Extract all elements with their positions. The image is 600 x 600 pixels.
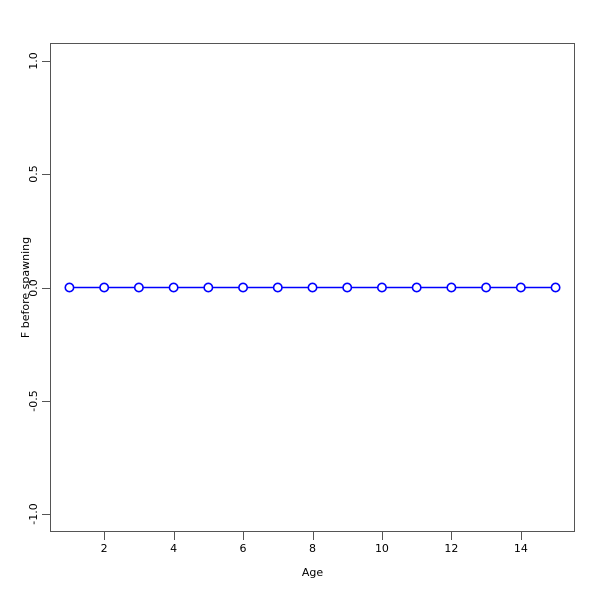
- data-point-marker: [238, 282, 249, 293]
- x-axis-title: Age: [301, 566, 324, 579]
- data-point-marker: [99, 282, 110, 293]
- data-point-marker: [203, 282, 214, 293]
- data-point-marker: [133, 282, 144, 293]
- data-point-marker: [481, 282, 492, 293]
- data-point-marker: [411, 282, 422, 293]
- data-point-marker: [515, 282, 526, 293]
- data-point-marker: [550, 282, 561, 293]
- y-tick-mark: [42, 287, 50, 289]
- x-tick-mark: [520, 532, 522, 540]
- x-tick-label: 8: [309, 542, 316, 555]
- data-point-marker: [307, 282, 318, 293]
- y-tick-mark: [42, 513, 50, 515]
- x-tick-mark: [312, 532, 314, 540]
- data-point-marker: [446, 282, 457, 293]
- y-tick-mark: [42, 400, 50, 402]
- x-tick-mark: [451, 532, 453, 540]
- y-tick-mark: [42, 61, 50, 63]
- x-tick-label: 12: [444, 542, 459, 555]
- data-point-marker: [342, 282, 353, 293]
- series-line-f-before-spawning: [64, 282, 561, 293]
- plot-canvas: [64, 282, 561, 293]
- x-tick-label: 10: [374, 542, 389, 555]
- x-tick-label: 6: [239, 542, 247, 555]
- x-tick-mark: [243, 532, 245, 540]
- x-tick-mark: [381, 532, 383, 540]
- data-point-marker: [376, 282, 387, 293]
- x-tick-label: 4: [170, 542, 178, 555]
- x-tick-mark: [104, 532, 106, 540]
- x-tick-label: 2: [100, 542, 108, 555]
- y-tick-mark: [42, 174, 50, 176]
- data-point-marker: [64, 282, 75, 293]
- data-point-marker: [272, 282, 283, 293]
- data-point-marker: [168, 282, 179, 293]
- x-tick-mark: [173, 532, 175, 540]
- y-axis-title: F before spawning: [19, 236, 32, 339]
- x-tick-label: 14: [513, 542, 528, 555]
